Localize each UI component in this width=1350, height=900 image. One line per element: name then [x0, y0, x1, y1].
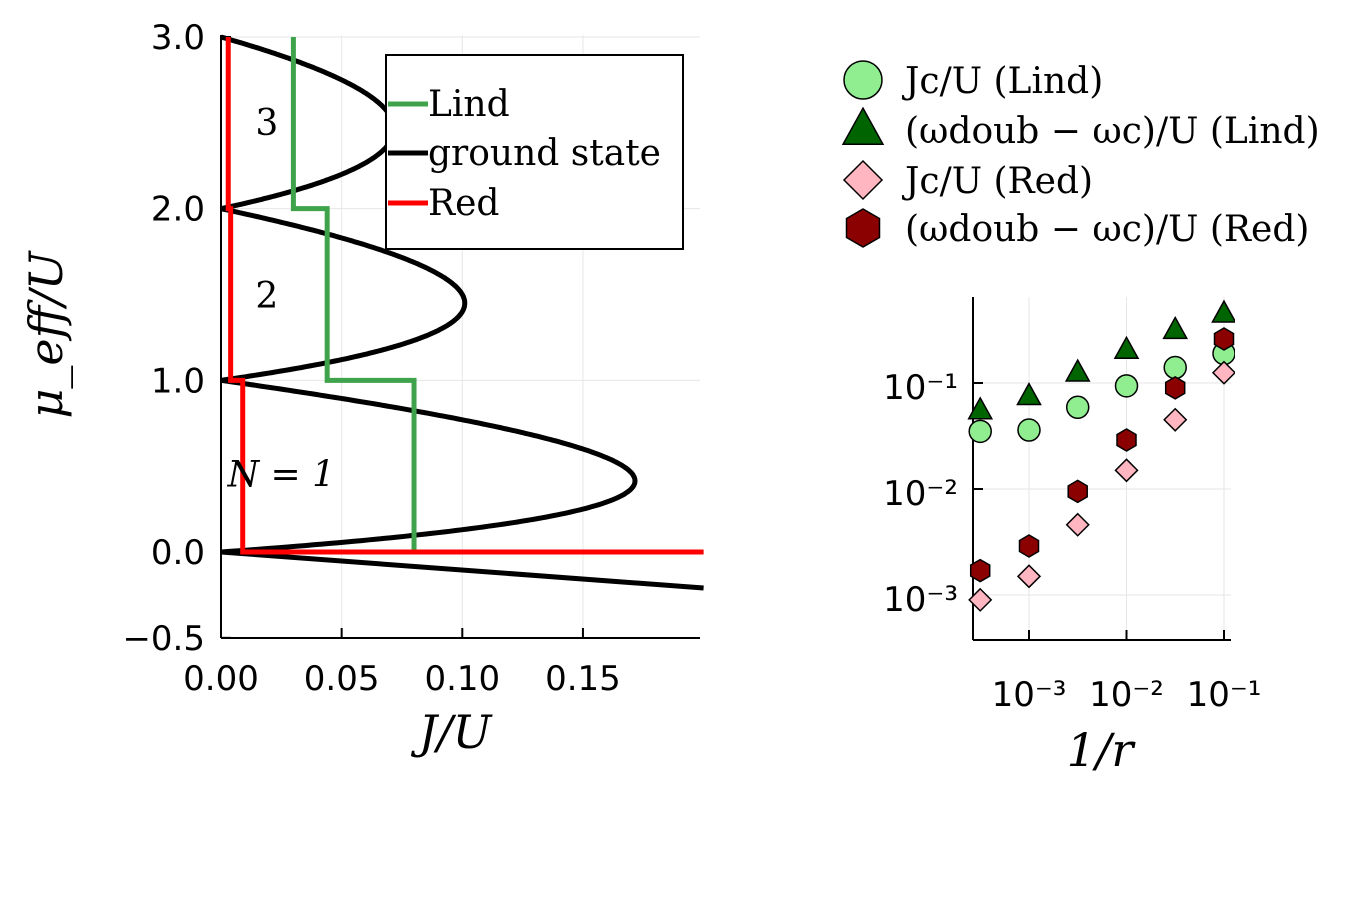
left-x-tick-label: 0.00	[183, 659, 259, 699]
right-points	[920, 299, 1235, 643]
left-y-tick-label: −0.5	[122, 619, 205, 659]
right-x-tick-label: 10⁻¹	[1187, 675, 1262, 715]
lobe-label: 2	[255, 276, 278, 317]
lobe-label: N = 1	[227, 455, 335, 496]
legend-label-diamond: Jc/U (Red)	[901, 161, 1093, 202]
point-diamond	[1163, 407, 1188, 432]
legend-label-hexagon: (ωdoub − ωc)/U (Red)	[905, 209, 1309, 250]
point-triangle	[967, 396, 994, 420]
left-x-tick-label: 0.15	[545, 659, 621, 699]
legend-label-red: Red	[428, 183, 499, 224]
lobe-annotations: 3 2 N = 1	[227, 103, 335, 496]
point-hexagon	[1067, 479, 1088, 504]
legend-label-circle: Jc/U (Lind)	[901, 61, 1103, 102]
lind-line	[290, 36, 417, 552]
scaling-panel: 10⁻³ 10⁻² 10⁻¹ 10⁻³ 10⁻² 10⁻¹ 1/r Jc/U (Lind)…	[841, 60, 1320, 777]
right-grid	[973, 297, 1231, 640]
point-circle	[1017, 418, 1041, 442]
legend-marker-circle	[843, 60, 883, 100]
point-circle	[1163, 355, 1187, 380]
right-x-tick-label: 10⁻³	[992, 675, 1067, 715]
point-circle	[1065, 395, 1090, 420]
point-diamond	[1016, 564, 1042, 589]
left-y-tick-label: 1.0	[151, 361, 205, 401]
point-diamond	[968, 587, 993, 612]
left-x-axis-label: J/U	[411, 705, 494, 759]
point-circle	[968, 419, 992, 444]
point-diamond	[921, 621, 943, 643]
phase-diagram-panel: 0.00 0.05 0.10 0.15 −0.5 0.0 1.0 2.0 3.0 3 2 N = 1…	[19, 18, 704, 759]
svg-text:μ_eff/U: μ_eff/U	[19, 249, 73, 418]
point-triangle	[1016, 382, 1042, 406]
point-hexagon	[1213, 327, 1235, 351]
legend-label-lind: Lind	[428, 84, 510, 125]
ground-state-lobe-1	[220, 377, 638, 555]
point-diamond	[1114, 458, 1139, 483]
point-triangle	[1064, 358, 1091, 382]
right-x-axis-label: 1/r	[1067, 723, 1137, 777]
ground-state-lobe-3	[220, 34, 397, 212]
legend-label-triangle: (ωdoub − ωc)/U (Lind)	[905, 111, 1320, 152]
legend-marker-triangle	[841, 106, 885, 145]
point-triangle	[1113, 335, 1140, 359]
ground-state-lower-line	[220, 549, 704, 591]
point-hexagon	[1116, 428, 1137, 452]
point-hexagon	[969, 558, 991, 583]
left-axes	[220, 35, 700, 639]
red-line	[225, 36, 704, 555]
legend-label-ground-state: ground state	[428, 133, 661, 174]
point-circle	[921, 444, 943, 466]
right-legend: Jc/U (Lind) (ωdoub − ωc)/U (Lind) Jc/U (Re…	[841, 60, 1320, 250]
point-triangle	[1162, 315, 1189, 340]
left-y-axis-label: μ_eff/U	[19, 249, 73, 418]
point-hexagon	[1018, 534, 1040, 558]
left-x-tick-label: 0.05	[304, 659, 380, 699]
left-x-tick-label: 0.10	[424, 659, 500, 699]
point-diamond	[1065, 512, 1090, 537]
legend-marker-diamond	[842, 159, 884, 201]
right-y-tick-label: 10⁻¹	[883, 368, 958, 408]
left-y-tick-label: 0.0	[151, 533, 205, 573]
left-series	[220, 34, 704, 591]
left-y-tick-label: 3.0	[151, 18, 205, 58]
left-y-tick-label: 2.0	[151, 190, 205, 230]
right-x-tick-label: 10⁻²	[1089, 675, 1164, 715]
legend-marker-hexagon	[845, 208, 881, 248]
left-legend: Lind ground state Red	[385, 54, 684, 250]
left-tick-labels: 0.00 0.05 0.10 0.15 −0.5 0.0 1.0 2.0 3.0	[122, 18, 620, 699]
right-axes	[972, 297, 1231, 641]
point-hexagon	[1164, 376, 1186, 400]
point-diamond	[1211, 360, 1235, 385]
point-triangle	[1211, 299, 1235, 323]
right-y-tick-label: 10⁻²	[883, 474, 958, 514]
point-triangle	[920, 413, 943, 434]
lobe-label: 3	[255, 103, 278, 144]
ground-state-lobe-2	[220, 206, 468, 383]
point-circle	[1114, 374, 1139, 398]
right-y-tick-label: 10⁻³	[883, 580, 958, 620]
right-tick-labels: 10⁻³ 10⁻² 10⁻¹ 10⁻³ 10⁻² 10⁻¹	[883, 368, 1261, 715]
